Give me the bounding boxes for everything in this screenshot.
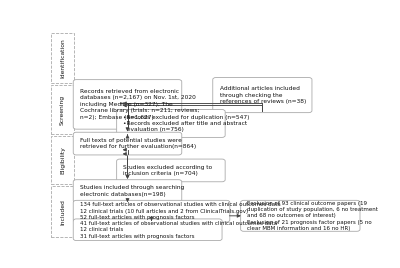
FancyBboxPatch shape [51,186,74,237]
Text: Additional articles included
through checking the
references of reviews (n=38): Additional articles included through che… [220,86,306,104]
Text: Studies excluded according to
inclusion criteria (n=704): Studies excluded according to inclusion … [124,165,212,176]
FancyBboxPatch shape [117,110,225,137]
FancyBboxPatch shape [51,85,74,134]
Text: 41 full-text articles of observational studies with clinical outcomes data
12 cl: 41 full-text articles of observational s… [80,221,277,239]
Text: Identification: Identification [60,38,65,78]
Text: 134 full-text articles of observational studies with clinical outcomes data
12 c: 134 full-text articles of observational … [80,202,281,220]
Text: Exclusion of 93 clinical outcome papers (19
duplication of study population, 6 n: Exclusion of 93 clinical outcome papers … [248,200,378,231]
FancyBboxPatch shape [73,219,222,241]
Text: Included: Included [60,199,65,225]
FancyBboxPatch shape [51,136,74,184]
FancyBboxPatch shape [73,132,182,155]
FancyBboxPatch shape [213,77,312,113]
FancyBboxPatch shape [73,180,182,202]
Text: Studies included through searching
electronic databases(n=198): Studies included through searching elect… [80,185,184,197]
Text: Screening: Screening [60,95,65,125]
Text: •Records excluded for duplication (n=547)
•Records excluded after title and abst: •Records excluded for duplication (n=547… [124,115,250,132]
FancyBboxPatch shape [73,80,182,129]
Text: Records retrieved from electronic
databases (n=2,167) on Nov. 1st, 2020
includin: Records retrieved from electronic databa… [80,89,200,120]
FancyBboxPatch shape [241,200,360,231]
FancyBboxPatch shape [117,159,225,182]
Text: Full texts of potential studies were
retrieved for further evaluation(n=864): Full texts of potential studies were ret… [80,138,196,149]
Text: Eligibility: Eligibility [60,146,65,174]
FancyBboxPatch shape [73,200,230,222]
FancyBboxPatch shape [51,33,74,83]
